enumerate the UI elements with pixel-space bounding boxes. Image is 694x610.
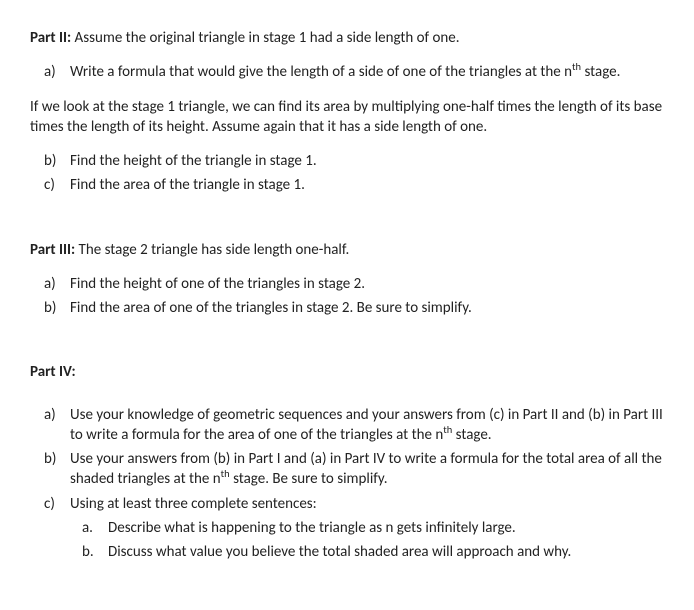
part3-item-a-text: Find the height of one of the triangles … xyxy=(70,274,664,294)
list-marker: c) xyxy=(44,494,70,514)
part2-mid-paragraph: If we look at the stage 1 triangle, we c… xyxy=(30,97,664,138)
part2-list-a: a) Write a formula that would give the l… xyxy=(30,62,664,82)
list-marker: b) xyxy=(44,298,70,318)
list-marker: b) xyxy=(44,151,70,171)
small-gap xyxy=(30,397,664,405)
superscript-th: th xyxy=(443,423,452,436)
part2-heading-label: Part II: xyxy=(30,29,71,47)
part2-item-b-text: Find the height of the triangle in stage… xyxy=(70,151,664,171)
superscript-th: th xyxy=(221,467,230,480)
part2-item-c-text: Find the area of the triangle in stage 1… xyxy=(70,175,664,195)
part2-item-a: a) Write a formula that would give the l… xyxy=(30,62,664,82)
text-segment: stage. xyxy=(581,63,620,81)
list-marker: b) xyxy=(44,449,70,490)
part2-item-c: c) Find the area of the triangle in stag… xyxy=(30,175,664,195)
part4-item-c-sub-a: a. Describe what is happening to the tri… xyxy=(30,518,664,538)
part4-item-b-text: Use your answers from (b) in Part I and … xyxy=(70,449,664,490)
part3-item-b: b) Find the area of one of the triangles… xyxy=(30,298,664,318)
part3-item-b-text: Find the area of one of the triangles in… xyxy=(70,298,664,318)
part4-item-c-sub-b: b. Discuss what value you believe the to… xyxy=(30,542,664,562)
part4-item-c-sub-b-text: Discuss what value you believe the total… xyxy=(108,542,664,562)
part3-heading-line: Part III: The stage 2 triangle has side … xyxy=(30,240,664,260)
section-gap xyxy=(30,210,664,240)
part2-item-b: b) Find the height of the triangle in st… xyxy=(30,151,664,171)
part4-heading-label: Part IV: xyxy=(30,363,76,381)
part2-item-a-text: Write a formula that would give the leng… xyxy=(70,62,664,82)
part4-item-c-text: Using at least three complete sentences: xyxy=(70,494,664,514)
part3-heading-label: Part III: xyxy=(30,241,75,259)
part2-heading-rest: Assume the original triangle in stage 1 … xyxy=(71,29,459,47)
list-marker: c) xyxy=(44,175,70,195)
part4-item-a-text: Use your knowledge of geometric sequence… xyxy=(70,405,664,446)
part4-item-c-sub-a-text: Describe what is happening to the triang… xyxy=(108,518,664,538)
part4-heading-line: Part IV: xyxy=(30,362,664,382)
list-marker: a) xyxy=(44,274,70,294)
part3-item-a: a) Find the height of one of the triangl… xyxy=(30,274,664,294)
document-page: Part II: Assume the original triangle in… xyxy=(0,0,694,606)
text-segment: stage. xyxy=(452,426,491,444)
text-segment: stage. Be sure to simplify. xyxy=(230,470,388,488)
section-gap xyxy=(30,332,664,362)
part3-list: a) Find the height of one of the triangl… xyxy=(30,274,664,319)
part2-heading-line: Part II: Assume the original triangle in… xyxy=(30,28,664,48)
part2-list-bc: b) Find the height of the triangle in st… xyxy=(30,151,664,196)
part4-item-b: b) Use your answers from (b) in Part I a… xyxy=(30,449,664,490)
text-segment: Write a formula that would give the leng… xyxy=(70,63,572,81)
list-marker: a. xyxy=(82,518,108,538)
list-marker: a) xyxy=(44,62,70,82)
part4-list: a) Use your knowledge of geometric seque… xyxy=(30,405,664,563)
superscript-th: th xyxy=(572,60,581,73)
part3-heading-rest: The stage 2 triangle has side length one… xyxy=(75,241,349,259)
list-marker: b. xyxy=(82,542,108,562)
text-segment: Use your knowledge of geometric sequence… xyxy=(70,406,663,444)
list-marker: a) xyxy=(44,405,70,446)
part4-item-a: a) Use your knowledge of geometric seque… xyxy=(30,405,664,446)
part4-item-c: c) Using at least three complete sentenc… xyxy=(30,494,664,514)
